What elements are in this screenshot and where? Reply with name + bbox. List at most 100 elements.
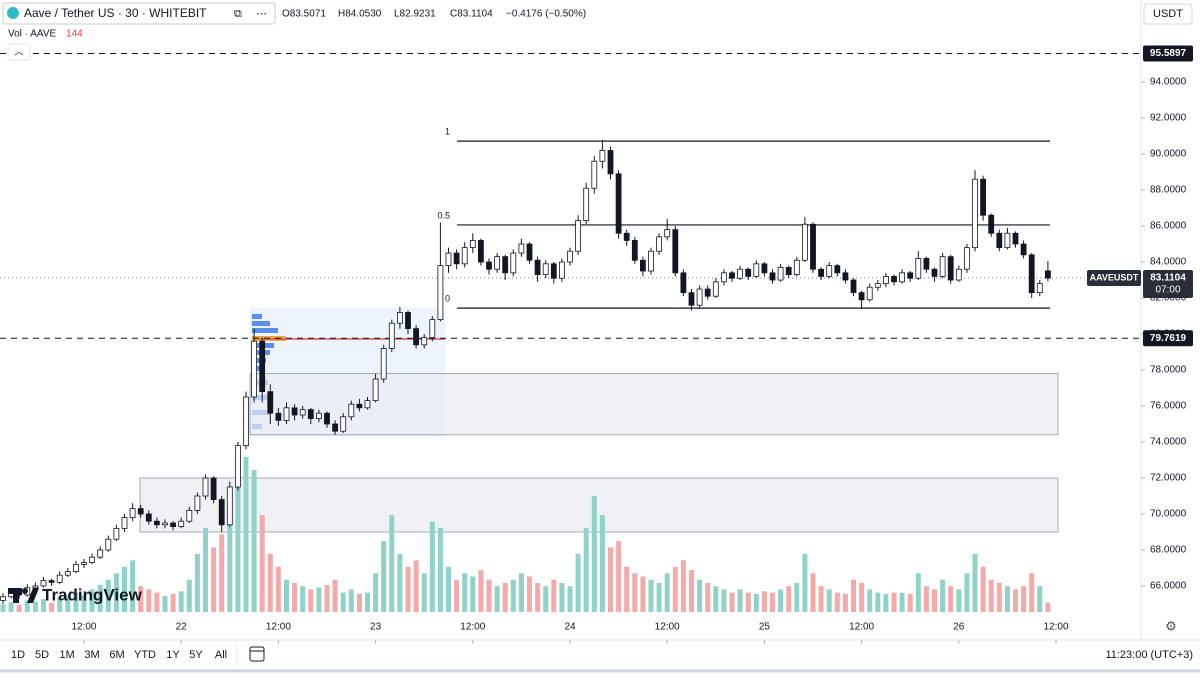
range-button[interactable]: 3M <box>84 649 99 661</box>
volume-bar <box>956 589 962 612</box>
range-button[interactable]: 6M <box>109 649 124 661</box>
range-button[interactable]: 1D <box>11 649 25 661</box>
candle-body <box>413 328 419 346</box>
volume-bar <box>761 591 767 612</box>
y-tick-label: 84.0000 <box>1150 257 1187 268</box>
volume-bar <box>972 553 978 612</box>
volume-bar <box>583 528 589 612</box>
toolbar: 11:23:00 (UTC+3) 1D 5D 1M 3M 6M YTD 1Y 5Y All <box>11 646 1193 662</box>
volume-bar <box>292 582 298 612</box>
volume-bar <box>437 528 443 612</box>
range-button[interactable]: 1M <box>59 649 74 661</box>
icon[interactable]: ⧉ <box>234 8 242 20</box>
volume-bar <box>526 576 532 612</box>
volume-bar <box>32 601 38 612</box>
range-button[interactable]: 1Y <box>166 649 180 661</box>
volume-value: 144 <box>66 29 83 40</box>
range-button[interactable]: All <box>215 649 227 661</box>
candle-body <box>145 513 152 522</box>
volume-bar <box>275 566 281 612</box>
volume-bar <box>810 573 816 612</box>
candle-body <box>712 281 719 297</box>
volume-bar <box>219 534 225 612</box>
volume-bar <box>899 592 905 612</box>
candle-body <box>453 252 460 265</box>
volume-bar <box>397 553 403 612</box>
y-tick-label: 90.0000 <box>1150 149 1187 160</box>
candle-body <box>243 396 249 446</box>
y-tick-label: 74.0000 <box>1150 437 1187 448</box>
volume-bar <box>543 586 549 612</box>
date-range-icon[interactable] <box>249 646 265 662</box>
volume-bar <box>445 566 451 612</box>
volume-bar <box>308 589 314 612</box>
volume-bar <box>300 586 306 612</box>
volume-bar <box>413 560 419 612</box>
volume-bar <box>316 587 322 612</box>
icon[interactable]: ⋯ <box>256 8 267 20</box>
fib-label: 0.5 <box>437 210 450 220</box>
volume-bar <box>826 589 832 612</box>
candle-body <box>583 187 590 222</box>
y-tick-label: 72.0000 <box>1150 473 1187 484</box>
candle-body <box>162 522 168 526</box>
candle-body <box>97 549 104 558</box>
candle-body <box>955 268 962 281</box>
candle-body <box>502 256 509 274</box>
volume-bar <box>915 573 921 612</box>
volume-bar <box>591 495 597 612</box>
brand-name: TradingView <box>42 585 143 604</box>
volume-bar <box>138 586 144 612</box>
candle-body <box>931 268 938 277</box>
settings-icon[interactable]: ⚙ <box>1165 618 1177 633</box>
candle-body <box>129 508 136 518</box>
candle-body <box>923 258 930 270</box>
candle-body <box>72 563 79 572</box>
candle-body <box>777 267 784 281</box>
candle-body <box>688 292 695 306</box>
candle-body <box>275 412 282 421</box>
currency-button[interactable] <box>1143 3 1193 25</box>
candle-body <box>842 272 849 281</box>
volume-bar <box>567 586 573 612</box>
candle-body <box>599 150 606 162</box>
candle-body <box>785 267 792 276</box>
volume-bar <box>389 515 395 612</box>
range-button[interactable]: 5Y <box>189 649 203 661</box>
volume-bar <box>324 584 330 612</box>
volume-bar <box>1029 573 1035 612</box>
candle-body <box>672 229 679 274</box>
candle-body <box>121 517 128 529</box>
volume-bar <box>373 573 379 612</box>
candle-body <box>631 240 638 261</box>
ohlc-change: −0.4176 (−0.50%) <box>506 9 586 20</box>
volume-bar <box>559 582 565 612</box>
candle-body <box>1036 283 1043 294</box>
volume-bar <box>40 599 46 612</box>
volume-bar <box>518 573 524 612</box>
volume-bar <box>186 579 192 612</box>
candle-body <box>1020 243 1027 256</box>
profile-bar <box>252 314 262 319</box>
y-tick-label: 92.0000 <box>1150 113 1187 124</box>
volume-bar <box>802 553 808 612</box>
candle-body <box>1028 254 1035 294</box>
candle-body <box>550 263 557 279</box>
candle-body <box>405 312 411 330</box>
volume-bar <box>454 579 460 612</box>
currency: USDT <box>1153 8 1183 20</box>
candle-body <box>607 150 614 175</box>
logo-part <box>22 588 28 594</box>
volume-bar <box>737 589 743 612</box>
volume-bar <box>672 566 678 612</box>
candle-body <box>623 232 630 241</box>
candle-body <box>866 286 873 301</box>
collapse-button[interactable] <box>7 43 31 61</box>
volume-bar <box>356 593 362 612</box>
candle-body <box>656 236 663 252</box>
range-button[interactable]: 5D <box>35 649 49 661</box>
volume-bar <box>656 582 662 612</box>
range-button[interactable]: YTD <box>134 649 156 661</box>
symbol-box[interactable] <box>2 2 276 25</box>
